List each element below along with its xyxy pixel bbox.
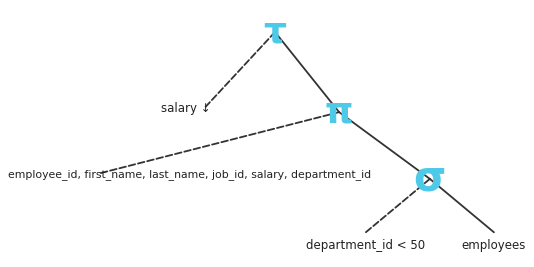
Text: employees: employees xyxy=(462,239,526,252)
Text: department_id < 50: department_id < 50 xyxy=(306,239,426,252)
Text: employee_id, first_name, last_name, job_id, salary, department_id: employee_id, first_name, last_name, job_… xyxy=(8,170,371,180)
Text: salary ↓: salary ↓ xyxy=(161,102,211,115)
Text: τ: τ xyxy=(263,15,287,49)
Text: σ: σ xyxy=(414,158,446,200)
Text: π: π xyxy=(325,95,354,129)
